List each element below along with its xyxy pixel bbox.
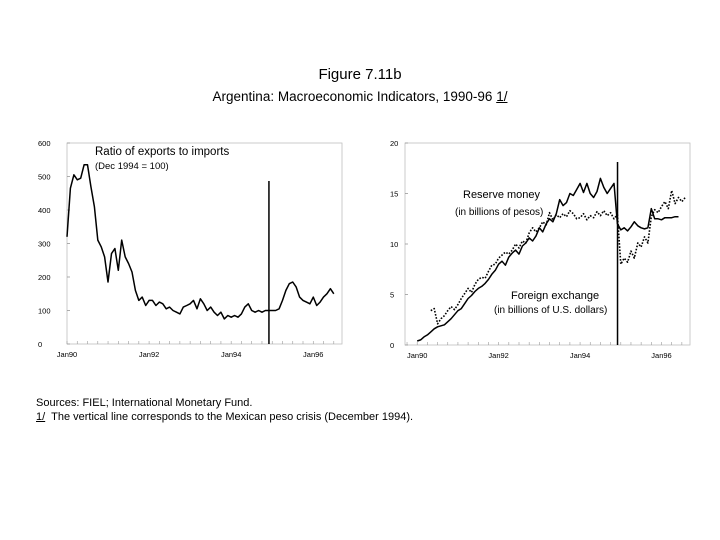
left-x-tick-label: Jan90 <box>57 350 77 359</box>
sources-note: Sources: FIEL; International Monetary Fu… <box>36 397 253 409</box>
right-y-tick-label: 20 <box>390 139 398 148</box>
right-x-tick-label: Jan90 <box>407 351 427 360</box>
right-y-tick-label: 10 <box>390 240 398 249</box>
foreign-exchange-line <box>430 189 686 325</box>
left-annotation: (Dec 1994 = 100) <box>95 161 169 172</box>
right-x-tick-label: Jan92 <box>488 351 508 360</box>
right-x-tick-label: Jan94 <box>570 351 590 360</box>
right-annotation: (in billions of pesos) <box>455 207 543 218</box>
right-annotation: Foreign exchange <box>511 290 599 302</box>
left-y-tick-label: 400 <box>38 206 51 215</box>
left-y-tick-label: 0 <box>38 340 42 349</box>
right-annotation: (in billions of U.S. dollars) <box>494 305 607 316</box>
right-y-tick-label: 5 <box>390 291 394 300</box>
left-y-tick-label: 500 <box>38 173 51 182</box>
right-y-tick-label: 0 <box>390 341 394 350</box>
ratio-of-exports-to-imports-line <box>66 164 335 320</box>
right-annotation: Reserve money <box>463 189 541 201</box>
footnote-text: The vertical line corresponds to the Mex… <box>45 411 414 423</box>
reserve-money-line <box>416 177 679 342</box>
left-y-tick-label: 600 <box>38 139 51 148</box>
figure-note-marker: 1/ <box>496 89 508 104</box>
right-y-tick-label: 15 <box>390 190 398 199</box>
figure-number: Figure 7.11b <box>318 66 402 83</box>
left-y-tick-label: 200 <box>38 273 51 282</box>
figure-title-line: Argentina: Macroeconomic Indicators, 199… <box>0 89 720 104</box>
left-annotation: Ratio of exports to imports <box>95 146 229 158</box>
left-x-tick-label: Jan94 <box>221 350 241 359</box>
left-x-tick-label: Jan96 <box>303 350 323 359</box>
left-y-tick-label: 300 <box>38 240 51 249</box>
left-plot-frame <box>66 142 343 345</box>
footnote-marker: 1/ <box>36 411 46 423</box>
left-x-tick-label: Jan92 <box>139 350 159 359</box>
right-x-tick-label: Jan96 <box>651 351 671 360</box>
left-y-tick-label: 100 <box>38 307 51 316</box>
figure-title: Argentina: Macroeconomic Indicators, 199… <box>212 89 493 104</box>
footnote: 1/ The vertical line corresponds to the … <box>36 411 413 423</box>
